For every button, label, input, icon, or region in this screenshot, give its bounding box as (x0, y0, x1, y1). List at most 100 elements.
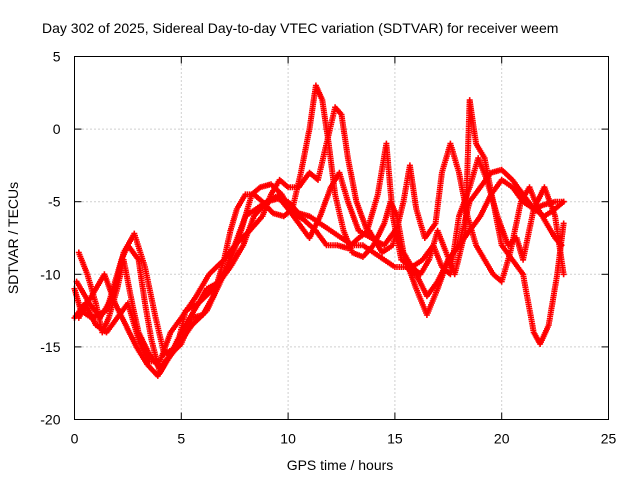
data-point-marks (199, 295, 216, 318)
data-point-marks (430, 242, 445, 269)
y-tick-label: -10 (40, 266, 60, 282)
data-point-marks (432, 171, 445, 227)
data-point-marks (359, 243, 376, 260)
plot-frame (74, 56, 609, 420)
data-point-marks (103, 316, 119, 336)
data-point-marks (276, 176, 290, 189)
data-point-marks (124, 300, 141, 341)
data-point (560, 271, 567, 278)
data-point-marks (248, 185, 262, 198)
data-point-marks (297, 128, 313, 176)
data-point-marks (306, 84, 319, 133)
data-point-marks (520, 208, 537, 263)
data-point-marks (434, 258, 451, 292)
data-point-marks (541, 207, 557, 220)
data-point-marks (120, 256, 135, 305)
data-point-marks (268, 181, 284, 196)
data-point-marks (306, 169, 320, 182)
data-point-marks (167, 316, 184, 336)
data-point-marks (370, 249, 386, 262)
data-point-marks (509, 256, 525, 276)
data-point-marks (417, 258, 431, 278)
data-point-marks (507, 200, 524, 256)
data-point-marks (191, 287, 209, 314)
data-point-marks (526, 184, 541, 210)
data-point-marks (216, 265, 233, 285)
data-point (560, 220, 567, 227)
data-point-marks (238, 193, 255, 234)
data-point (560, 198, 567, 205)
x-tick-label: 15 (387, 431, 403, 447)
data-point-marks (421, 222, 438, 241)
data-point-marks (133, 343, 150, 366)
data-point-marks (498, 176, 514, 189)
data-point-marks (344, 236, 361, 252)
data-point-marks (122, 322, 139, 349)
data-point-marks (227, 207, 240, 234)
data-point-marks (338, 111, 351, 160)
data-point-marks (509, 176, 525, 196)
data-point-marks (423, 287, 440, 318)
data-point-marks (520, 271, 537, 334)
data-point-marks (498, 166, 514, 182)
data-point-marks (406, 162, 419, 210)
x-axis-label: GPS time / hours (287, 457, 394, 473)
data-point-marks (154, 357, 171, 379)
y-tick-label: -15 (40, 339, 60, 355)
data-point-marks (543, 220, 557, 240)
data-point-marks (552, 235, 564, 247)
y-tick-label: -5 (48, 194, 61, 210)
data-point-marks (203, 279, 221, 292)
y-tick-label: -20 (40, 412, 60, 428)
data-point-marks (152, 314, 167, 355)
data-point-marks (327, 227, 343, 240)
data-point-marks (317, 220, 332, 233)
data-point-marks (250, 200, 269, 220)
y-tick-labels: 5 0 -5 -10 -15 -20 (40, 49, 60, 428)
data-point-marks (332, 104, 344, 117)
data-point-marks (88, 273, 107, 300)
data-point-marks (233, 193, 248, 212)
data-point-marks (315, 142, 329, 183)
data-point-marks (481, 256, 496, 276)
series-sat-e (75, 166, 567, 379)
data-point-marks (475, 155, 489, 181)
data-point-marks (336, 169, 351, 203)
data-point-marks (391, 227, 408, 261)
data-point-marks (75, 249, 90, 276)
data-point-marks (131, 230, 148, 268)
data-point-marks (445, 243, 461, 263)
data-point-marks (285, 206, 301, 225)
data-point-marks (466, 185, 483, 205)
data-point-marks (101, 271, 118, 305)
data-point-marks (423, 280, 440, 300)
data-point-marks (112, 300, 128, 327)
data-point-marks (381, 256, 397, 269)
y-axis-label: SDTVAR / TECUs (5, 182, 21, 294)
data-point-marks (135, 336, 152, 363)
data-point-marks (409, 258, 424, 270)
data-point-marks (383, 140, 396, 218)
data-point-marks (344, 198, 361, 232)
data-point-marks (456, 200, 473, 249)
x-tick-label: 10 (280, 431, 296, 447)
x-tick-label: 25 (601, 431, 617, 447)
y-tick-label: 5 (53, 49, 61, 65)
data-point-marks (263, 193, 279, 205)
x-tick-label: 5 (177, 431, 185, 447)
x-tick-label: 20 (494, 431, 510, 447)
data-point-marks (498, 251, 513, 285)
data-point (558, 242, 565, 249)
data-point-marks (135, 256, 148, 305)
data-point-marks (317, 186, 334, 220)
data-point-marks (413, 206, 428, 239)
data-point-marks (206, 258, 226, 278)
data-point-marks (477, 171, 493, 191)
data-point-marks (306, 215, 323, 241)
data-point-marks (323, 106, 338, 147)
data-point-marks (545, 273, 560, 329)
data-point-marks (165, 331, 184, 362)
data-point-marks (344, 155, 359, 203)
data-point-marks (379, 243, 394, 256)
